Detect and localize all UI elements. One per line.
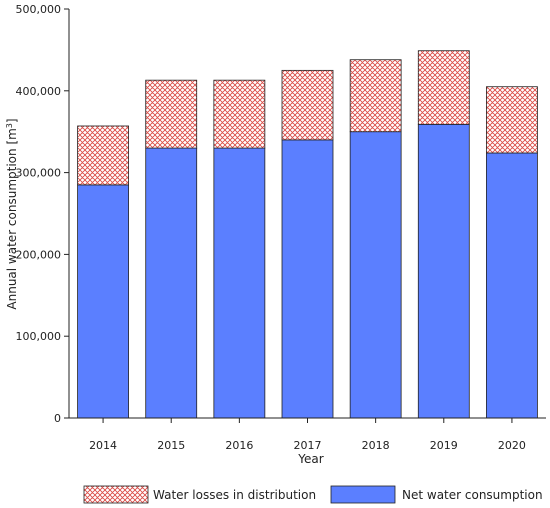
x-tick-label: 2017 [294,439,322,452]
y-ticks-group: 0 100,000 200,000 300,000 400,000 500,000 [16,3,69,425]
y-tick-label: 200,000 [16,248,62,261]
x-tick-label: 2016 [225,439,253,452]
x-tick-label: 2018 [362,439,390,452]
y-tick-label: 300,000 [16,167,62,180]
bar-net-consumption [349,131,402,419]
bar-water-losses [145,79,198,149]
legend-swatch-losses [83,485,149,504]
legend: Water losses in distribution Net water c… [83,485,543,504]
bar-net-consumption [213,147,266,419]
y-tick-label: 0 [54,412,61,425]
x-ticks-group: 2014 2015 2016 2017 2018 2019 2020 [89,418,526,452]
bar-water-losses [213,79,266,149]
bar-water-losses [417,50,470,125]
bar-water-losses [349,59,402,133]
bar-net-consumption [417,123,470,419]
bar-net-consumption [281,139,334,419]
bar-water-losses [281,69,334,141]
bars-group [77,50,538,419]
x-tick-label: 2020 [498,439,526,452]
y-tick-label: 500,000 [16,3,62,16]
legend-label-net: Net water consumption [402,488,543,502]
bar-net-consumption [486,152,538,419]
x-axis-title: Year [297,452,323,466]
y-axis-title: Annual water consumption [m3] [5,118,19,309]
y-tick-label: 400,000 [16,85,62,98]
legend-swatch-net [330,485,396,504]
bar-water-losses [486,86,538,154]
bar-net-consumption [145,147,198,419]
x-tick-label: 2015 [157,439,185,452]
bar-net-consumption [77,184,129,419]
x-tick-label: 2019 [430,439,458,452]
bar-water-losses [77,125,129,186]
y-axis-title-sup: 3 [5,123,14,128]
y-tick-label: 100,000 [16,330,62,343]
y-axis-title-main: Annual water consumption [m [5,128,19,309]
x-tick-label: 2014 [89,439,117,452]
legend-label-losses: Water losses in distribution [153,488,316,502]
y-axis-title-end: ] [5,118,19,123]
